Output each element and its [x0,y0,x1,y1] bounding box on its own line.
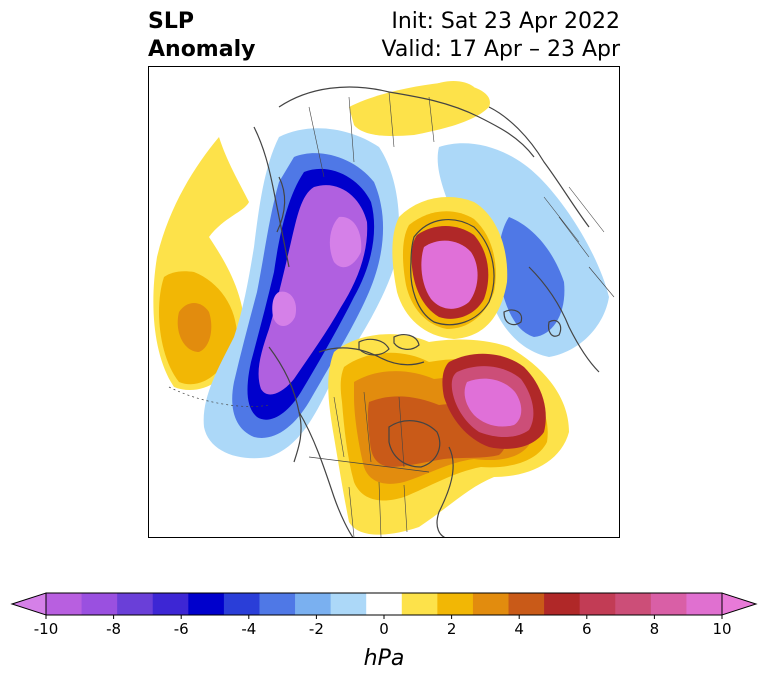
colorbar-bin [330,593,367,615]
coast-iceland [503,309,523,326]
coast-north-america-east [436,446,454,537]
colorbar-tick-label: 10 [712,620,731,638]
colorbar-tick-label: 6 [582,620,592,638]
colorbar-tick-label: -10 [34,620,59,638]
coast-scandinavia [488,106,590,228]
colorbar-bin [686,593,723,615]
colorbar-bin [152,593,189,615]
coast-kamchatka [276,176,286,233]
colorbar: -10 -8 -6 -4 -2 0 2 4 6 8 10 [0,585,768,675]
colorbar-low-extend [10,592,47,616]
colorbar-bin [46,593,83,615]
colorbar-bin [472,593,510,615]
colorbar-bin [401,593,438,615]
title-quantity: Anomaly [148,37,256,62]
greenland-positive-anomaly [392,197,508,339]
colorbar-high-extend [721,592,758,616]
colorbar-bin [81,593,118,615]
border-russia-internal [308,91,435,178]
valid-range: Valid: 17 Apr – 23 Apr [381,37,621,62]
coast-north-america-west [298,411,354,537]
atlantic-positive-anomaly [328,334,569,535]
colorbar-tick-label: -8 [106,620,121,638]
colorbar-bin [544,593,581,615]
colorbar-bin [295,593,332,615]
negative-anomaly-magenta-core [329,216,362,268]
pacific-orange-region [177,303,212,352]
coast-alaska [268,346,302,463]
colorbar-bin [650,593,687,615]
colorbar-tick-label: 2 [447,620,457,638]
colorbar-bin [223,593,260,615]
colorbar-bin [366,593,403,615]
map-title: SLP Anomaly [148,8,255,64]
colorbar-tick-label: -4 [241,620,256,638]
map-panel [148,66,620,538]
slp-anomaly-map [153,81,615,537]
coast-europe-west [528,266,600,373]
map-dates: Init: Sat 23 Apr 2022 Valid: 17 Apr – 23… [382,8,621,64]
border-canada-us [308,456,430,473]
colorbar-bin [508,593,545,615]
colorbar-tick-label: 4 [514,620,524,638]
coast-greenland [410,219,495,326]
greenland-magenta [421,240,478,309]
init-date: Init: Sat 23 Apr 2022 [391,9,620,34]
coast-canada-arctic [318,347,425,366]
border-canada-provinces [333,391,405,468]
coastlines [168,86,615,537]
colorbar-tick-label: -6 [174,620,189,638]
colorbar-unit-label: hPa [363,646,405,671]
europe-negative-blue [498,217,565,337]
colorbar-bin [615,593,652,615]
coast-uk [547,319,562,337]
arctic-islands [358,334,420,356]
colorbar-tick-label: 8 [650,620,660,638]
colorbar-bin [188,593,225,615]
coast-asia-east [253,126,290,268]
atlantic-magenta [464,378,522,427]
title-variable: SLP [148,9,194,34]
negative-anomaly-magenta-core-2 [272,291,297,326]
colorbar-bin [437,593,474,615]
colorbar-svg: -10 -8 -6 -4 -2 0 2 4 6 8 10 [10,592,758,638]
colorbar-bin [579,593,616,615]
colorbar-tick-label: -2 [309,620,324,638]
coast-hudson-bay [388,420,441,468]
border-europe [543,186,615,298]
colorbar-bin [259,593,296,615]
border-us-states-1 [348,481,408,537]
siberia-positive-anomaly-2 [429,81,474,100]
colorbar-tick-label: 0 [379,620,389,638]
pacific-positive-anomaly [153,137,249,391]
colorbar-bin [117,593,154,615]
coast-eurasia-north [278,86,535,158]
